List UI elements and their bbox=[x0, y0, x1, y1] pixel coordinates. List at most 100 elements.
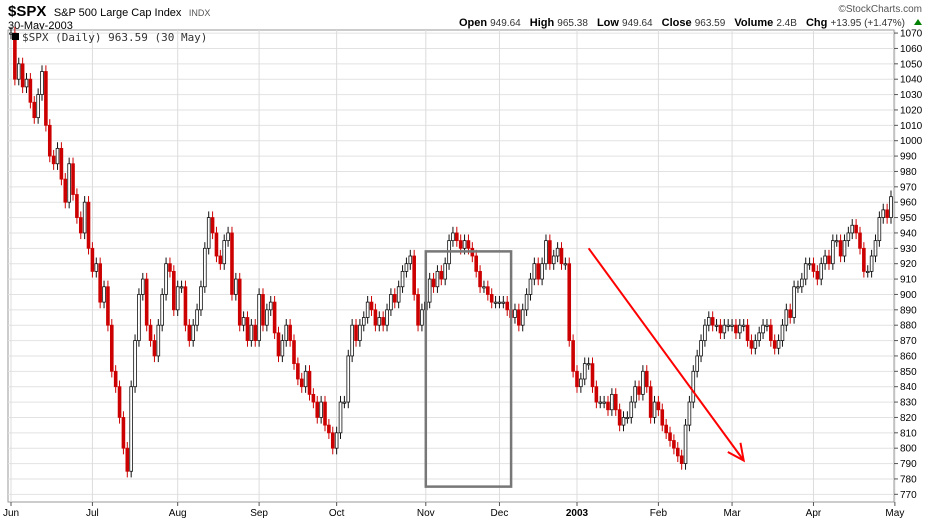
y-tick-label: 980 bbox=[900, 167, 917, 178]
price-bar bbox=[210, 217, 215, 234]
y-tick-label: 840 bbox=[900, 382, 917, 393]
ticker-symbol: $SPX bbox=[8, 3, 47, 20]
price-bar bbox=[668, 432, 672, 441]
close-label: Close bbox=[661, 17, 692, 29]
price-bar bbox=[846, 232, 851, 242]
x-tick-label: Dec bbox=[491, 508, 509, 519]
price-bar bbox=[749, 340, 754, 349]
price-bar bbox=[152, 340, 157, 357]
x-tick-label: Jul bbox=[86, 508, 99, 519]
price-bar bbox=[656, 401, 661, 411]
price-bar bbox=[71, 163, 75, 195]
price-bar bbox=[633, 386, 637, 403]
price-bar bbox=[261, 294, 265, 326]
y-tick-label: 1020 bbox=[900, 105, 923, 116]
price-bar bbox=[24, 78, 29, 88]
price-bar bbox=[730, 324, 734, 327]
price-bar bbox=[443, 263, 447, 280]
y-tick-label: 860 bbox=[900, 351, 917, 362]
price-bar bbox=[222, 240, 227, 265]
price-bar bbox=[753, 340, 758, 349]
price-bar bbox=[710, 317, 715, 326]
price-bar bbox=[218, 255, 223, 265]
price-bar bbox=[172, 270, 176, 311]
price-bar bbox=[699, 340, 703, 357]
price-bar bbox=[319, 401, 323, 418]
price-bar bbox=[703, 324, 707, 341]
y-tick-label: 890 bbox=[900, 305, 917, 316]
price-bar bbox=[579, 378, 583, 388]
x-axis: Jun Jul Aug Sep Oct Nov Dec 2003 Feb Mar Apr May bbox=[3, 502, 904, 519]
price-bar bbox=[575, 370, 579, 388]
price-bar bbox=[268, 301, 273, 311]
chart-header: $SPX S&P 500 Large Cap Index INDX bbox=[8, 3, 210, 21]
price-bar bbox=[164, 263, 168, 295]
y-tick-label: 930 bbox=[900, 244, 917, 255]
price-bar bbox=[36, 94, 40, 119]
price-bar bbox=[156, 324, 161, 357]
y-tick-label: 1010 bbox=[900, 121, 923, 132]
price-bar bbox=[769, 324, 773, 341]
price-bar bbox=[168, 263, 172, 272]
price-bar bbox=[834, 240, 839, 243]
price-bar bbox=[865, 270, 870, 273]
price-bar bbox=[420, 309, 424, 326]
price-bar bbox=[365, 301, 370, 318]
price-bar bbox=[629, 401, 634, 418]
price-bar bbox=[687, 401, 692, 426]
price-bar bbox=[63, 178, 68, 203]
price-bar bbox=[296, 363, 300, 380]
price-bar bbox=[540, 263, 544, 280]
price-bar bbox=[489, 294, 494, 303]
price-bar bbox=[303, 370, 308, 388]
price-bar bbox=[788, 309, 793, 318]
price-bar bbox=[292, 340, 296, 365]
price-bar bbox=[850, 224, 855, 234]
price-bar bbox=[288, 324, 292, 341]
price-bar bbox=[796, 286, 800, 289]
y-tick-label: 900 bbox=[900, 290, 917, 301]
price-bar bbox=[613, 393, 618, 411]
price-bar bbox=[141, 278, 145, 295]
price-bar bbox=[691, 370, 696, 403]
y-tick-label: 780 bbox=[900, 474, 917, 485]
price-bar bbox=[842, 240, 847, 257]
price-bar bbox=[586, 363, 591, 366]
price-bar bbox=[528, 278, 533, 295]
price-bar bbox=[400, 270, 405, 288]
price-bar bbox=[610, 393, 614, 411]
price-bar bbox=[672, 440, 676, 449]
price-bar bbox=[644, 370, 649, 388]
y-tick-label: 810 bbox=[900, 428, 917, 439]
plot-area bbox=[7, 29, 895, 503]
price-bar bbox=[203, 247, 207, 288]
price-bar bbox=[873, 240, 878, 257]
price-bar bbox=[862, 247, 866, 272]
price-bar bbox=[361, 317, 366, 326]
price-bar bbox=[327, 424, 331, 434]
close-value: 963.59 bbox=[694, 18, 726, 29]
price-bars bbox=[9, 26, 893, 478]
price-bar bbox=[20, 63, 25, 88]
price-bar bbox=[800, 278, 804, 288]
price-bar bbox=[431, 278, 436, 288]
price-bar bbox=[462, 240, 467, 249]
price-bar bbox=[695, 355, 699, 372]
price-bar bbox=[718, 324, 723, 334]
price-bar bbox=[342, 401, 347, 404]
price-bar bbox=[179, 286, 184, 289]
price-bar bbox=[505, 301, 510, 311]
price-bar bbox=[706, 317, 711, 326]
open-label: Open bbox=[458, 17, 488, 29]
price-bar bbox=[765, 324, 769, 327]
price-bar bbox=[32, 101, 37, 119]
high-label: High bbox=[529, 17, 555, 29]
price-bar bbox=[121, 417, 126, 449]
price-bar bbox=[284, 324, 289, 341]
price-bar bbox=[315, 401, 320, 418]
price-bar bbox=[230, 232, 234, 295]
price-bar bbox=[137, 294, 141, 341]
open-value: 949.64 bbox=[490, 18, 521, 29]
price-bar bbox=[458, 240, 463, 249]
